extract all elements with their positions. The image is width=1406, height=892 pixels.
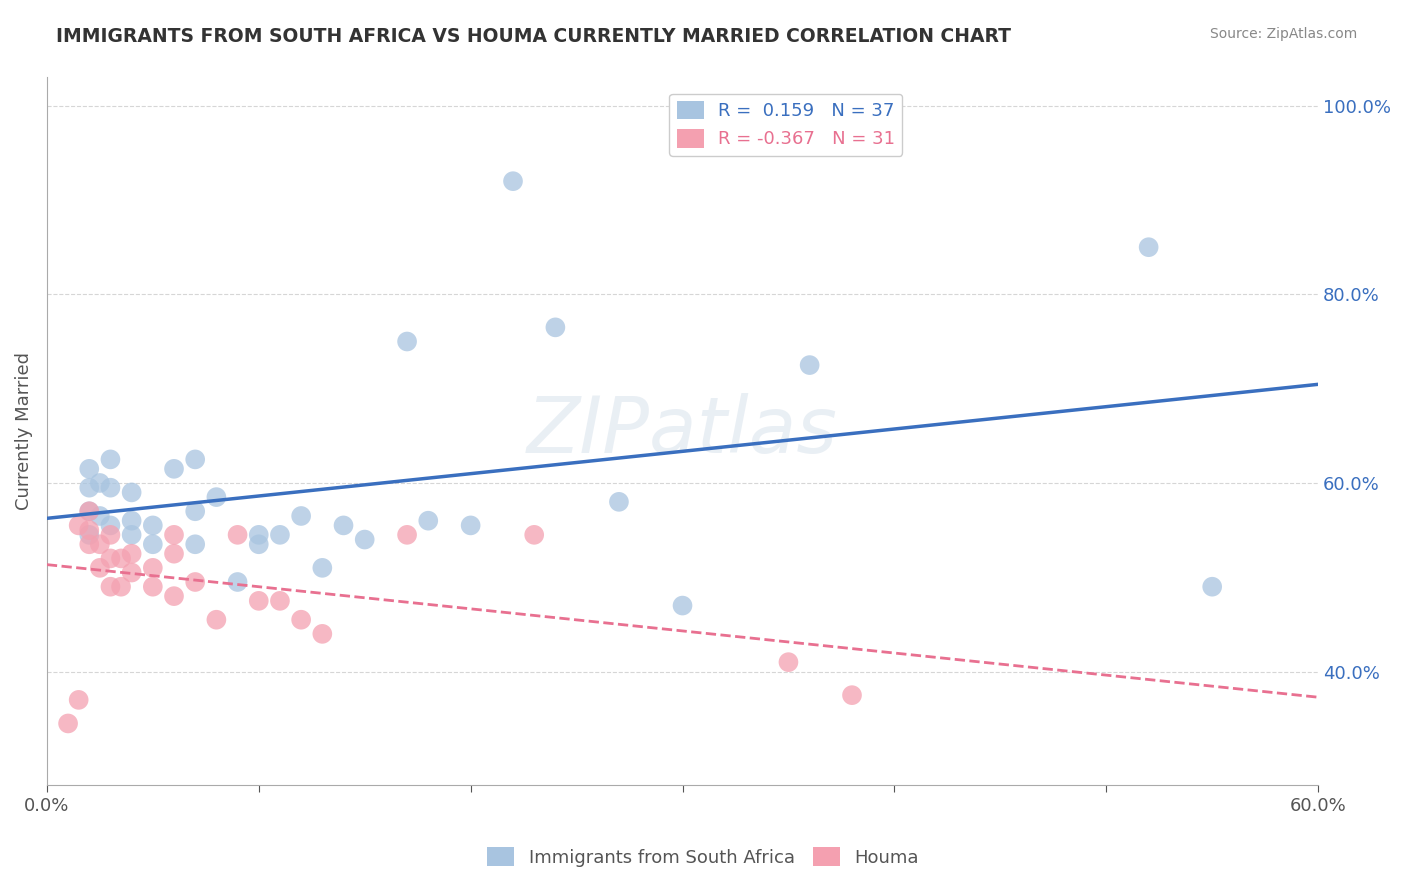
Point [142,518,165,533]
Point [460,518,482,533]
Y-axis label: Currently Married: Currently Married [15,352,32,510]
Point [396,334,419,349]
Point [311,561,333,575]
Point [607,495,630,509]
Point [332,518,354,533]
Point [226,528,249,542]
Legend: R =  0.159   N = 37, R = -0.367   N = 31: R = 0.159 N = 37, R = -0.367 N = 31 [669,94,903,156]
Point [67,518,90,533]
Point [100,528,122,542]
Point [56,716,79,731]
Point [77,537,100,551]
Point [184,504,207,518]
Point [1201,580,1223,594]
Point [121,485,143,500]
Point [671,599,693,613]
Point [311,627,333,641]
Point [396,528,419,542]
Legend: Immigrants from South Africa, Houma: Immigrants from South Africa, Houma [479,840,927,874]
Point [100,551,122,566]
Point [205,490,228,504]
Point [89,475,111,490]
Point [184,574,207,589]
Point [67,693,90,707]
Point [110,551,132,566]
Point [121,547,143,561]
Point [100,580,122,594]
Point [77,523,100,537]
Point [100,518,122,533]
Point [77,481,100,495]
Point [247,537,270,551]
Point [778,655,800,669]
Point [799,358,821,372]
Point [163,462,186,476]
Point [77,504,100,518]
Point [269,594,291,608]
Point [163,547,186,561]
Point [205,613,228,627]
Point [1137,240,1160,254]
Point [77,528,100,542]
Point [184,537,207,551]
Point [110,580,132,594]
Text: IMMIGRANTS FROM SOUTH AFRICA VS HOUMA CURRENTLY MARRIED CORRELATION CHART: IMMIGRANTS FROM SOUTH AFRICA VS HOUMA CU… [56,27,1011,45]
Point [100,481,122,495]
Point [418,514,440,528]
Point [163,589,186,603]
Point [89,561,111,575]
Point [89,508,111,523]
Text: Source: ZipAtlas.com: Source: ZipAtlas.com [1209,27,1357,41]
Point [142,561,165,575]
Point [247,594,270,608]
Point [121,528,143,542]
Point [269,528,291,542]
Point [121,514,143,528]
Point [77,504,100,518]
Point [544,320,567,334]
Point [142,537,165,551]
Point [290,508,312,523]
Point [184,452,207,467]
Point [226,574,249,589]
Point [290,613,312,627]
Point [89,537,111,551]
Point [163,528,186,542]
Point [121,566,143,580]
Text: ZIPatlas: ZIPatlas [527,393,838,469]
Point [247,528,270,542]
Point [841,688,863,702]
Point [100,452,122,467]
Point [142,580,165,594]
Point [523,528,546,542]
Point [353,533,375,547]
Point [77,462,100,476]
Point [502,174,524,188]
